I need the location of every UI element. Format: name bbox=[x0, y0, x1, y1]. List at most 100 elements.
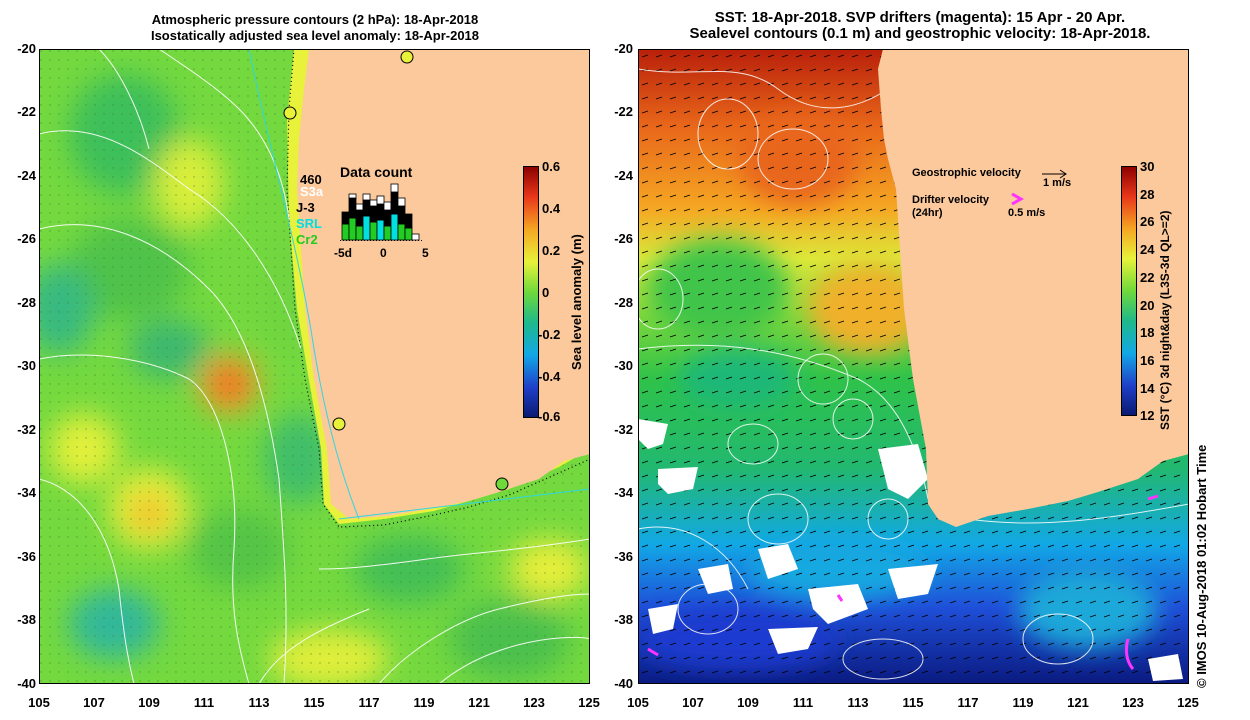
sla-tick-neg0.4: -0.4 bbox=[538, 369, 561, 384]
right-y-tick: -36 bbox=[614, 549, 633, 564]
hist-bar bbox=[404, 227, 413, 241]
left-y-tick: -28 bbox=[17, 295, 36, 310]
sst-tick-14: 14 bbox=[1140, 381, 1155, 396]
sst-tick-18: 18 bbox=[1140, 325, 1155, 340]
hist-bar bbox=[397, 223, 406, 241]
sst-tick-22: 22 bbox=[1140, 270, 1155, 285]
sla-tick-0.6: 0.6 bbox=[542, 159, 561, 174]
sla-tick-neg0.6: -0.6 bbox=[538, 409, 561, 424]
left-y-tick: -34 bbox=[17, 485, 36, 500]
left-y-tick: -36 bbox=[17, 549, 36, 564]
left-x-tick: 111 bbox=[193, 695, 215, 710]
drifter-velocity-label: Drifter velocity bbox=[912, 194, 990, 206]
inset-legend-cr2: Cr2 bbox=[296, 232, 318, 247]
left-panel-title: Atmospheric pressure contours (2 hPa): 1… bbox=[40, 12, 590, 44]
sla-tick-neg0.2: -0.2 bbox=[538, 327, 561, 342]
hist-bar bbox=[411, 233, 420, 241]
right-x-tick: 115 bbox=[902, 695, 924, 710]
right-title-line2: Sealevel contours (0.1 m) and geostrophi… bbox=[689, 25, 1151, 42]
right-y-tick: -26 bbox=[614, 231, 633, 246]
right-x-tick: 105 bbox=[627, 695, 649, 710]
left-map bbox=[39, 49, 590, 684]
right-map bbox=[638, 49, 1189, 684]
inset-legend-srl: SRL bbox=[296, 216, 322, 231]
sst-tick-16: 16 bbox=[1140, 353, 1155, 368]
inset-x-tick-left: -5d bbox=[334, 246, 352, 260]
right-y-tick: -38 bbox=[614, 612, 633, 627]
inset-title: Data count bbox=[340, 164, 413, 180]
left-y-tick: -32 bbox=[17, 422, 36, 437]
left-x-tick: 117 bbox=[358, 695, 380, 710]
drifter-velocity-sublabel: (24hr) bbox=[912, 207, 943, 219]
left-y-tick: -30 bbox=[17, 358, 36, 373]
right-y-tick: -40 bbox=[614, 676, 633, 691]
geo-velocity-label: Geostrophic velocity bbox=[912, 167, 1021, 179]
right-y-tick: -34 bbox=[614, 485, 633, 500]
left-x-tick: 123 bbox=[523, 695, 545, 710]
hist-bar bbox=[390, 213, 399, 241]
velocity-legend: Geostrophic velocity 1 m/s Drifter veloc… bbox=[912, 165, 1112, 225]
sla-tick-0.2: 0.2 bbox=[542, 243, 561, 258]
hist-bar bbox=[369, 221, 378, 241]
left-title-line1: Atmospheric pressure contours (2 hPa): 1… bbox=[151, 12, 479, 27]
left-x-tick: 107 bbox=[83, 695, 105, 710]
hist-bar bbox=[376, 219, 385, 241]
left-x-tick: 113 bbox=[248, 695, 270, 710]
sst-tick-30: 30 bbox=[1140, 159, 1155, 174]
imos-credit: © IMOS 10-Aug-2018 01:02 Hobart Time bbox=[1194, 444, 1209, 688]
left-x-tick: 105 bbox=[28, 695, 50, 710]
left-x-tick: 119 bbox=[413, 695, 435, 710]
inset-legend-s3a: S3a bbox=[300, 184, 324, 199]
right-y-tick: -30 bbox=[614, 358, 633, 373]
left-y-tick: -22 bbox=[17, 104, 36, 119]
inset-legend-j3: J-3 bbox=[296, 200, 315, 215]
geo-velocity-scale: 1 m/s bbox=[1043, 177, 1072, 189]
hist-bar bbox=[348, 217, 357, 241]
geo-velocity-arrow-icon bbox=[1042, 169, 1067, 179]
sst-tick-12: 12 bbox=[1140, 408, 1155, 423]
right-x-tick: 109 bbox=[737, 695, 759, 710]
sst-tick-20: 20 bbox=[1140, 298, 1155, 313]
sst-tick-24: 24 bbox=[1140, 242, 1155, 257]
sst-tick-26: 26 bbox=[1140, 214, 1155, 229]
right-x-tick: 111 bbox=[792, 695, 814, 710]
left-x-tick: 115 bbox=[303, 695, 325, 710]
right-y-tick: -28 bbox=[614, 295, 633, 310]
hist-bar bbox=[362, 215, 371, 241]
inset-x-tick-mid: 0 bbox=[380, 246, 387, 260]
right-x-tick: 125 bbox=[1177, 695, 1199, 710]
drifter-velocity-scale: 0.5 m/s bbox=[1008, 207, 1046, 219]
left-x-tick: 125 bbox=[578, 695, 600, 710]
right-y-tick: -22 bbox=[614, 104, 633, 119]
right-x-tick: 117 bbox=[957, 695, 979, 710]
sst-tick-28: 28 bbox=[1140, 187, 1155, 202]
right-x-tick: 123 bbox=[1122, 695, 1144, 710]
right-panel-title: SST: 18-Apr-2018. SVP drifters (magenta)… bbox=[640, 10, 1200, 42]
left-colorbar-label: Sea level anomaly (m) bbox=[569, 234, 584, 370]
left-y-tick: -26 bbox=[17, 231, 36, 246]
left-y-tick: -24 bbox=[17, 168, 36, 183]
right-x-tick: 113 bbox=[847, 695, 869, 710]
right-colorbar-label: SST (°C) 3d night&day (L3S-3d QL>=2) bbox=[1158, 210, 1172, 431]
inset-total: 460 bbox=[300, 172, 322, 187]
right-y-tick: -20 bbox=[614, 41, 633, 56]
left-x-tick: 109 bbox=[138, 695, 160, 710]
right-x-tick: 119 bbox=[1012, 695, 1034, 710]
hist-bar bbox=[383, 225, 392, 241]
hist-bar bbox=[355, 225, 364, 241]
inset-x-tick-right: 5 bbox=[422, 246, 429, 260]
inset-histogram bbox=[340, 183, 424, 241]
sla-tick-0: 0 bbox=[542, 285, 550, 300]
right-x-tick: 107 bbox=[682, 695, 704, 710]
drifter-velocity-arrow-icon bbox=[1011, 192, 1024, 206]
left-title-line2: Isostatically adjusted sea level anomaly… bbox=[150, 28, 480, 43]
hist-bar bbox=[341, 223, 350, 241]
data-count-inset: 460 Data count S3a J-3 SRL Cr2 -5d 0 5 bbox=[296, 164, 436, 264]
right-y-tick: -24 bbox=[614, 168, 633, 183]
right-title-line1: SST: 18-Apr-2018. SVP drifters (magenta)… bbox=[714, 9, 1126, 26]
left-y-tick: -20 bbox=[17, 41, 36, 56]
right-colorbar bbox=[1121, 166, 1137, 416]
left-x-tick: 121 bbox=[468, 695, 490, 710]
right-x-tick: 121 bbox=[1067, 695, 1089, 710]
sla-tick-0.4: 0.4 bbox=[542, 201, 561, 216]
